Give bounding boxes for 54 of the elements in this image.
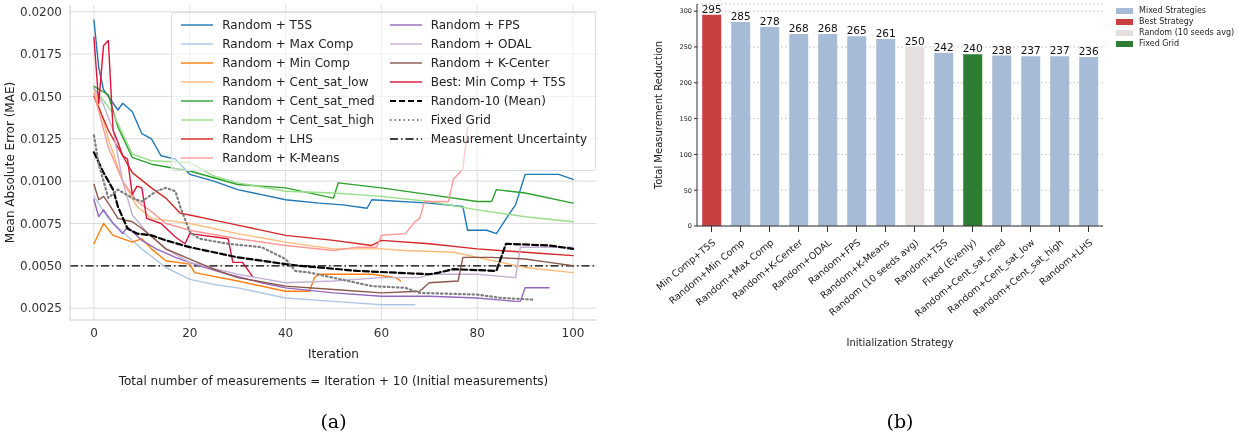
data-label: 295	[701, 2, 722, 15]
legend-label: Fixed Grid	[430, 113, 491, 127]
data-label: 240	[962, 42, 983, 55]
legend-label: Fixed Grid	[1139, 39, 1180, 48]
x-tick-label: 100	[561, 325, 585, 340]
y-tick-label: 0.0125	[20, 132, 62, 147]
data-label: 265	[846, 24, 867, 37]
legend-label: Random + FPS	[430, 18, 520, 32]
y-tick-label: 0.0200	[20, 5, 62, 20]
x-tick-label: 0	[90, 325, 98, 340]
y-tick-label: 0.0025	[20, 301, 62, 316]
text: (a)	[319, 410, 348, 432]
legend-label: Random + Max Comp	[222, 37, 354, 51]
data-label: 268	[817, 22, 838, 35]
legend-label: Random + Cent_sat_med	[222, 94, 375, 108]
data-label: 238	[991, 43, 1012, 56]
data-label: 250	[904, 34, 925, 47]
legend-label: Random + K-Means	[222, 151, 340, 165]
data-label: 242	[933, 40, 954, 53]
legend-label: Best Strategy	[1139, 17, 1194, 26]
y-tick-label: 0.0150	[20, 89, 62, 104]
data-label: 237	[1020, 44, 1041, 57]
x-axis-title: Initialization Strategy	[846, 337, 954, 348]
y-tick-label: 0.0075	[20, 216, 62, 231]
text: (b)	[885, 410, 915, 432]
x-axis-title: Iteration	[308, 347, 359, 361]
legend-label: Random + T5S	[222, 18, 313, 32]
text: Total number of measurements = Iteration + 10 (Initial measurements)	[117, 374, 550, 388]
data-label: 261	[875, 27, 896, 40]
legend-label: Random + ODAL	[430, 37, 532, 51]
data-label: 237	[1049, 44, 1070, 57]
legend-label: Random-10 (Mean)	[430, 94, 546, 108]
y-axis-title: Mean Absolute Error (MAE)	[3, 81, 18, 244]
data-label: 278	[759, 14, 780, 27]
x-tick-label: 40	[277, 325, 294, 340]
legend-label: Random + LHS	[222, 132, 313, 146]
legend-label: Random + Cent_sat_high	[222, 113, 375, 127]
y-tick-label: 0.0100	[20, 174, 62, 189]
y-tick-label: 0.0050	[20, 259, 62, 274]
legend-label: Best: Min Comp + T5S	[430, 75, 566, 89]
legend-label: Random + K-Center	[430, 56, 550, 70]
data-label: 285	[730, 9, 751, 22]
y-axis-title: Total Measurement Reduction	[652, 40, 664, 191]
x-tick-label: 80	[469, 325, 485, 340]
x-tick-label: 60	[373, 325, 390, 340]
legend-label: Random + Cent_sat_low	[222, 75, 369, 89]
legend-label: Random (10 seeds avg)	[1139, 28, 1235, 37]
legend-label: Measurement Uncertainty	[430, 132, 587, 146]
legend-label: Mixed Strategies	[1139, 6, 1207, 15]
data-label: 268	[788, 22, 809, 35]
data-label: 236	[1078, 44, 1100, 57]
y-tick-label: 0.0175	[20, 47, 62, 62]
x-tick-label: 20	[182, 325, 198, 340]
legend-label: Random + Min Comp	[222, 56, 350, 70]
